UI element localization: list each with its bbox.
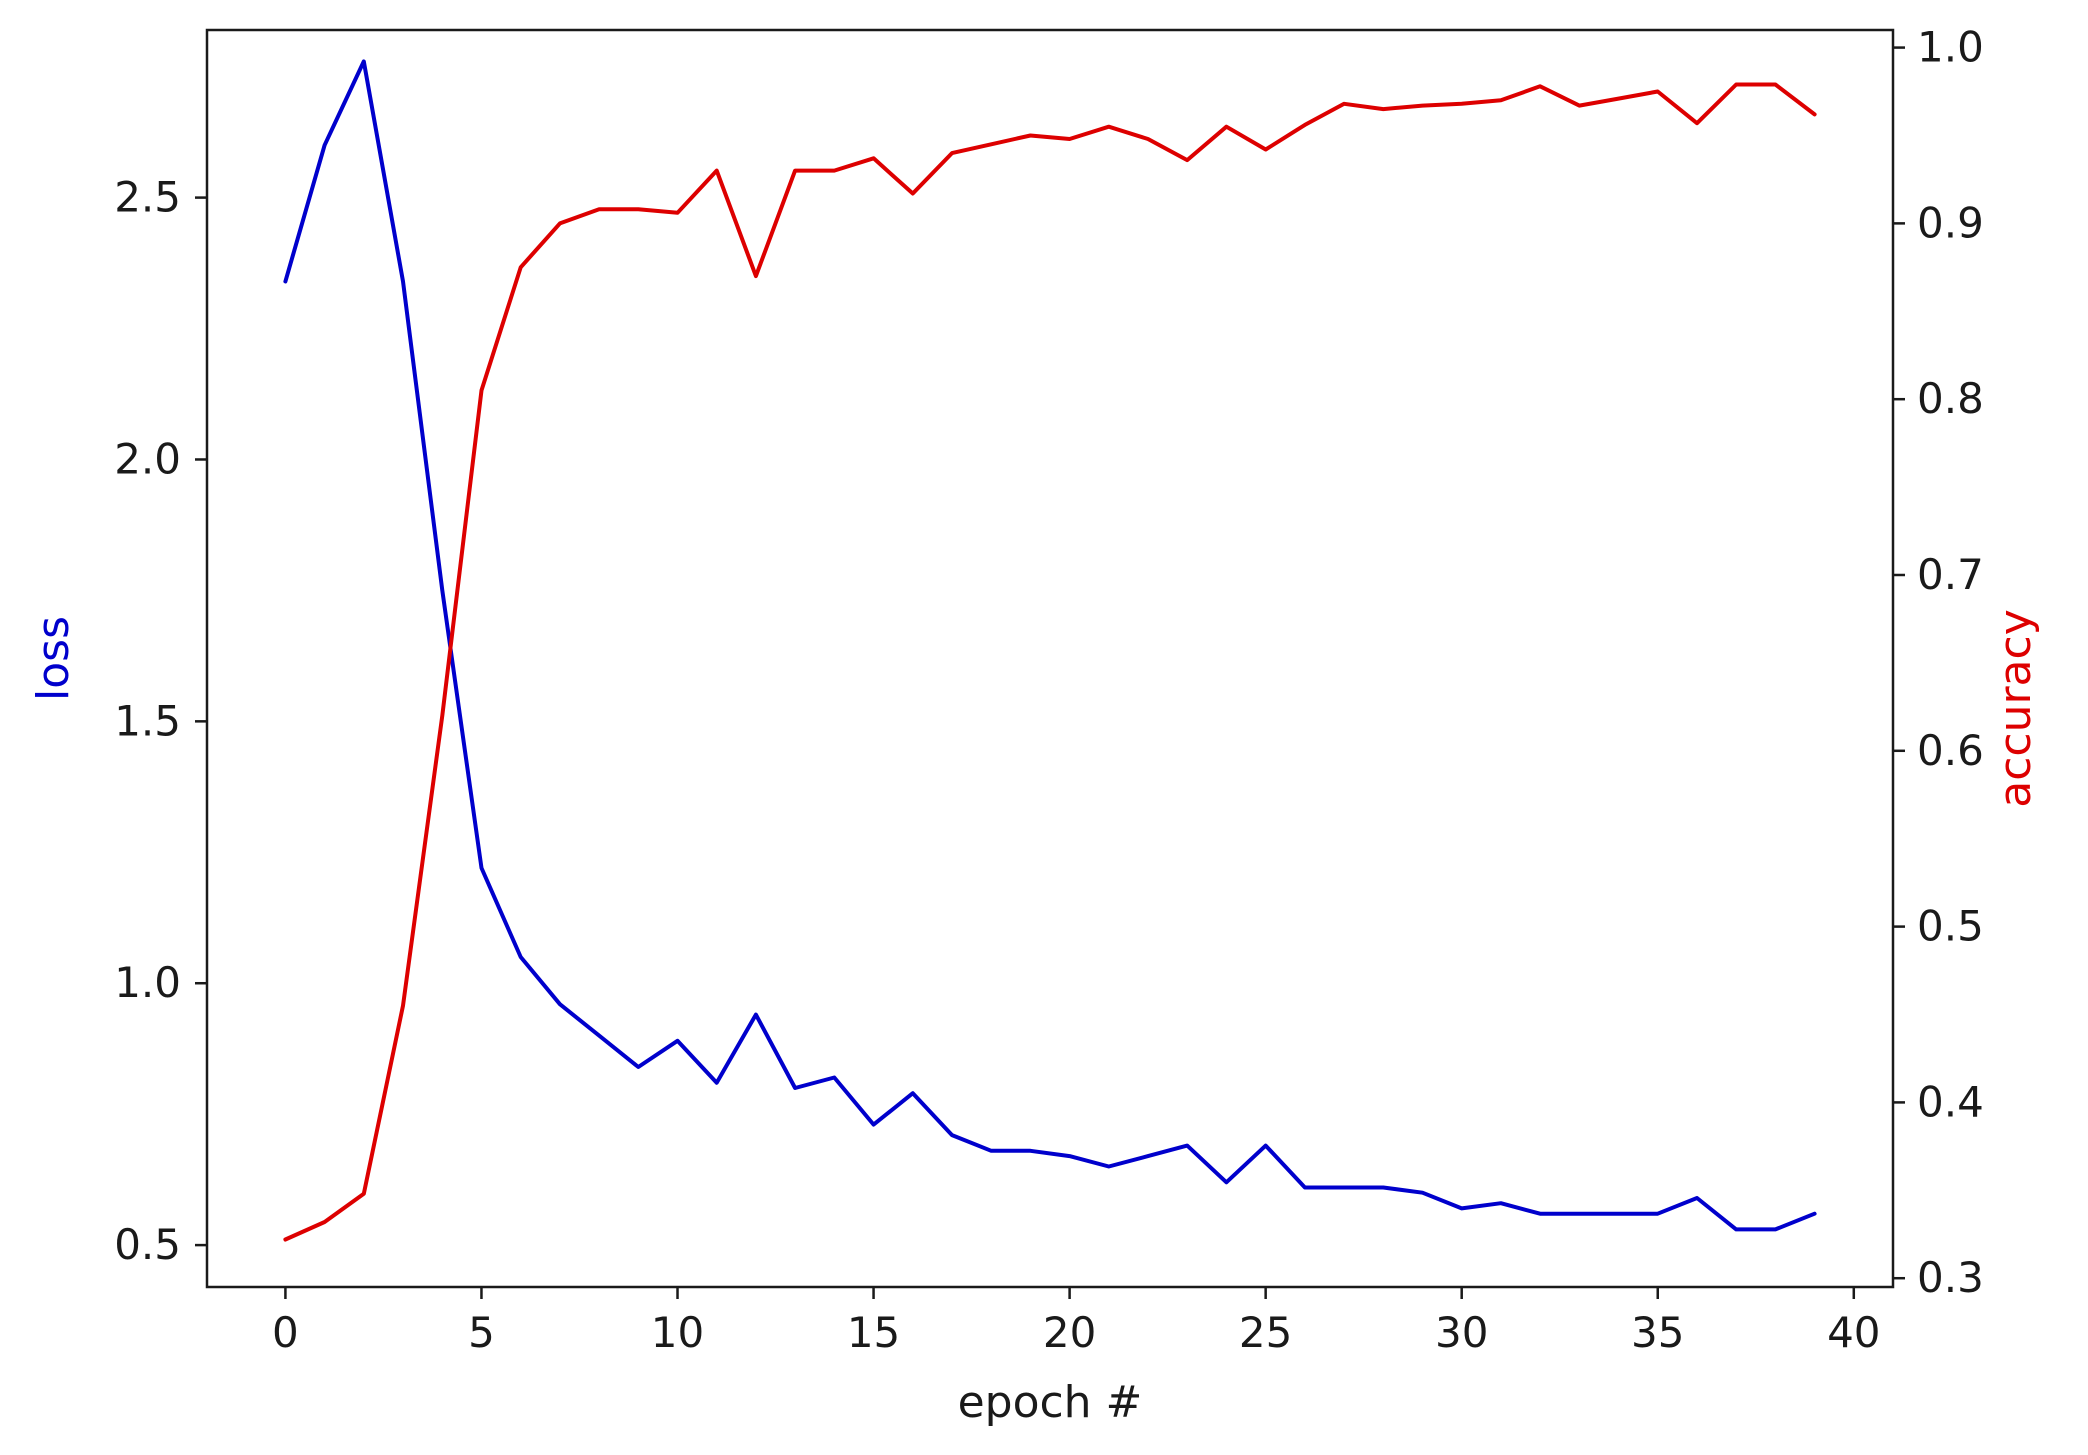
y-axis-right: 0.3 0.4 0.5 0.6 0.7 0.8 0.9 1.0 [1893,23,1984,1302]
series-line-accuracy [283,82,1817,1242]
y-right-tick-label: 0.8 [1917,374,1984,423]
y-right-tick-label: 0.5 [1917,902,1984,951]
y-right-tick-label: 0.3 [1917,1253,1984,1302]
y-right-tick-label: 1.0 [1917,23,1984,72]
y-axis-left-title: loss [28,616,79,701]
y-left-tick-label: 2.5 [114,173,181,222]
y-left-tick-label: 1.0 [114,958,181,1007]
y-right-tick-label: 0.6 [1917,726,1984,775]
x-tick-label: 10 [651,1308,704,1357]
x-tick-label: 5 [468,1308,495,1357]
series-line-loss [283,59,1817,1232]
y-right-tick-label: 0.7 [1917,550,1984,599]
x-tick-label: 35 [1631,1308,1684,1357]
x-tick-label: 0 [272,1308,299,1357]
x-tick-label: 30 [1435,1308,1488,1357]
plot-frame [205,28,1895,1289]
x-tick-label: 40 [1827,1308,1880,1357]
y-left-tick-label: 0.5 [114,1220,181,1269]
y-left-tick-label: 1.5 [114,696,181,745]
x-tick-label: 25 [1239,1308,1292,1357]
y-axis-right-title: accuracy [1990,609,2041,808]
x-tick-label: 20 [1043,1308,1096,1357]
x-axis-title: epoch # [958,1377,1143,1428]
series-layer [283,59,1817,1242]
x-tick-label: 15 [847,1308,900,1357]
y-axis-left: 0.5 1.0 1.5 2.0 2.5 [114,173,207,1269]
y-right-tick-label: 0.9 [1917,198,1984,247]
y-right-tick-label: 0.4 [1917,1077,1984,1126]
y-left-tick-label: 2.0 [114,434,181,483]
x-axis: 0 5 10 15 20 25 30 35 40 [272,1287,1881,1357]
